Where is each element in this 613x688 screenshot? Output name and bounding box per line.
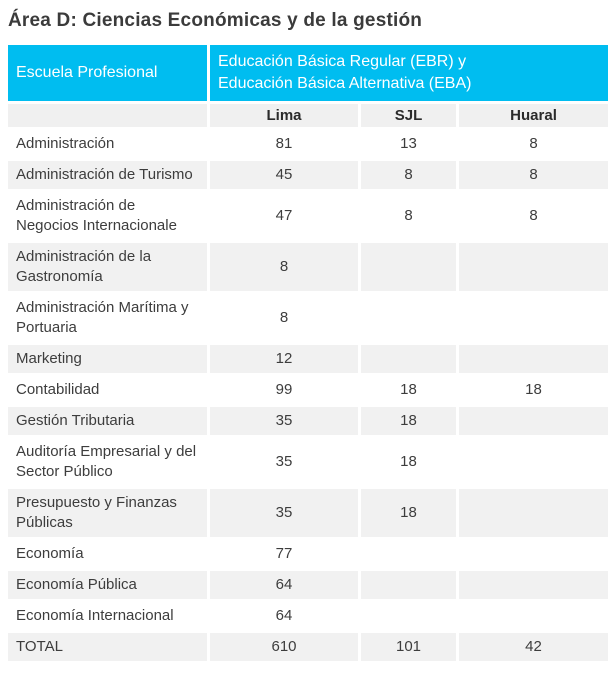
cell-lima-value: 610 bbox=[207, 630, 361, 664]
cell-lima-value: 35 bbox=[207, 435, 361, 489]
header-ebr-eba-line1: Educación Básica Regular (EBR) y bbox=[218, 53, 467, 70]
subheader-lima: Lima bbox=[207, 101, 361, 130]
cell-huaral-value: 8 bbox=[455, 189, 612, 243]
cell-school-name: Auditoría Empresarial y del Sector Públi… bbox=[5, 435, 210, 489]
cell-school-name: Contabilidad bbox=[5, 373, 210, 407]
subheader-empty bbox=[5, 101, 210, 130]
table-row: Administración 81 13 8 bbox=[5, 127, 612, 161]
table-row: Administración de Negocios Internacional… bbox=[5, 189, 612, 243]
cell-huaral-value bbox=[455, 435, 612, 489]
cell-huaral-value bbox=[455, 537, 612, 571]
cell-huaral-value bbox=[455, 486, 612, 540]
cell-huaral-value: 42 bbox=[455, 630, 612, 664]
cell-school-name: Marketing bbox=[5, 342, 210, 376]
table-subheader-row: Lima SJL Huaral bbox=[5, 101, 612, 130]
table-row: Contabilidad 99 18 18 bbox=[5, 373, 612, 407]
subheader-huaral: Huaral bbox=[455, 101, 612, 130]
cell-school-name: Gestión Tributaria bbox=[5, 404, 210, 438]
cell-lima-value: 35 bbox=[207, 404, 361, 438]
cell-school-name: Economía Internacional bbox=[5, 599, 210, 633]
cell-sjl-value bbox=[358, 342, 459, 376]
cell-school-name: Administración de Turismo bbox=[5, 158, 210, 192]
cell-school-name: Administración Marítima y Portuaria bbox=[5, 291, 210, 345]
header-ebr-eba: Educación Básica Regular (EBR) y Educaci… bbox=[206, 42, 612, 104]
cell-sjl-value bbox=[358, 240, 459, 294]
cell-lima-value: 64 bbox=[207, 568, 361, 602]
cell-lima-value: 12 bbox=[207, 342, 361, 376]
cell-sjl-value: 18 bbox=[358, 486, 459, 540]
cell-sjl-value: 8 bbox=[358, 189, 459, 243]
cell-huaral-value bbox=[455, 568, 612, 602]
table-body: Administración 81 13 8 Administración de Tur… bbox=[5, 127, 612, 664]
cell-lima-value: 35 bbox=[207, 486, 361, 540]
table-row: Economía Internacional 64 bbox=[5, 599, 612, 633]
cell-school-name: Administración de la Gastronomía bbox=[5, 240, 210, 294]
table-row: Presupuesto y Finanzas Públicas 35 18 bbox=[5, 486, 612, 540]
cell-huaral-value bbox=[455, 599, 612, 633]
cell-sjl-value bbox=[358, 568, 459, 602]
table-row: Auditoría Empresarial y del Sector Públi… bbox=[5, 435, 612, 489]
cell-lima-value: 8 bbox=[207, 240, 361, 294]
table-row: Economía Pública 64 bbox=[5, 568, 612, 602]
table-row: Administración de la Gastronomía 8 bbox=[5, 240, 612, 294]
page-title: Área D: Ciencias Económicas y de la gest… bbox=[8, 10, 423, 31]
cell-sjl-value: 101 bbox=[358, 630, 459, 664]
cell-huaral-value bbox=[455, 291, 612, 345]
table-row: Gestión Tributaria 35 18 bbox=[5, 404, 612, 438]
cell-huaral-value: 8 bbox=[455, 158, 612, 192]
table-header-row: Escuela Profesional Educación Básica Reg… bbox=[5, 42, 612, 104]
header-ebr-eba-line2: Educación Básica Alternativa (EBA) bbox=[218, 75, 472, 92]
cell-sjl-value bbox=[358, 291, 459, 345]
cell-lima-value: 45 bbox=[207, 158, 361, 192]
table-row: Administración Marítima y Portuaria 8 bbox=[5, 291, 612, 345]
cell-sjl-value: 13 bbox=[358, 127, 459, 161]
cell-huaral-value: 18 bbox=[455, 373, 612, 407]
cell-lima-value: 81 bbox=[207, 127, 361, 161]
results-table: Escuela Profesional Educación Básica Reg… bbox=[5, 42, 612, 664]
cell-lima-value: 99 bbox=[207, 373, 361, 407]
cell-huaral-value bbox=[455, 240, 612, 294]
cell-sjl-value: 18 bbox=[358, 373, 459, 407]
cell-sjl-value: 18 bbox=[358, 435, 459, 489]
cell-school-name: Economía bbox=[5, 537, 210, 571]
cell-huaral-value bbox=[455, 404, 612, 438]
table-row: Administración de Turismo 45 8 8 bbox=[5, 158, 612, 192]
cell-school-name: TOTAL bbox=[5, 630, 210, 664]
cell-sjl-value bbox=[358, 537, 459, 571]
cell-school-name: Administración bbox=[5, 127, 210, 161]
subheader-sjl: SJL bbox=[358, 101, 459, 130]
cell-school-name: Presupuesto y Finanzas Públicas bbox=[5, 486, 210, 540]
cell-lima-value: 47 bbox=[207, 189, 361, 243]
cell-lima-value: 64 bbox=[207, 599, 361, 633]
table-row-total: TOTAL 610 101 42 bbox=[5, 630, 612, 664]
cell-lima-value: 77 bbox=[207, 537, 361, 571]
cell-huaral-value bbox=[455, 342, 612, 376]
cell-school-name: Administración de Negocios Internacional… bbox=[5, 189, 210, 243]
cell-sjl-value: 18 bbox=[358, 404, 459, 438]
table-row: Economía 77 bbox=[5, 537, 612, 571]
cell-school-name: Economía Pública bbox=[5, 568, 210, 602]
cell-sjl-value: 8 bbox=[358, 158, 459, 192]
cell-lima-value: 8 bbox=[207, 291, 361, 345]
table-row: Marketing 12 bbox=[5, 342, 612, 376]
cell-huaral-value: 8 bbox=[455, 127, 612, 161]
cell-sjl-value bbox=[358, 599, 459, 633]
header-escuela-profesional: Escuela Profesional bbox=[5, 42, 210, 104]
